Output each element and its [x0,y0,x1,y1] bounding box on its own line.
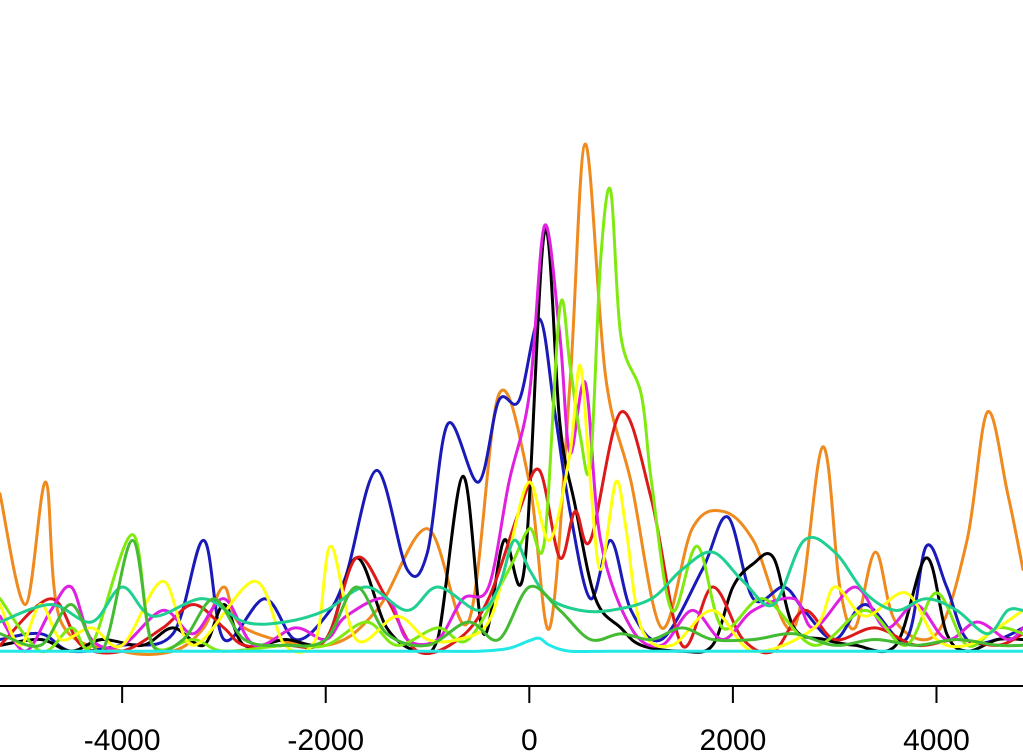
x-tick-label: -4000 [84,724,161,756]
x-tick-label: -2000 [287,724,364,756]
x-tick-label: 0 [521,724,538,756]
x-tick-label: 2000 [700,724,767,756]
series-line-10 [0,636,1023,654]
x-axis-ticks: -4000 -2000 0 2000 4000 [84,686,970,756]
series-line-5 [0,223,1023,653]
series-line-9 [0,538,1023,654]
series-line-1 [0,142,1023,656]
series-line-6 [0,186,1023,654]
series-line-4 [0,410,1023,655]
x-tick-label: 4000 [903,724,970,756]
series-layer [0,142,1023,656]
